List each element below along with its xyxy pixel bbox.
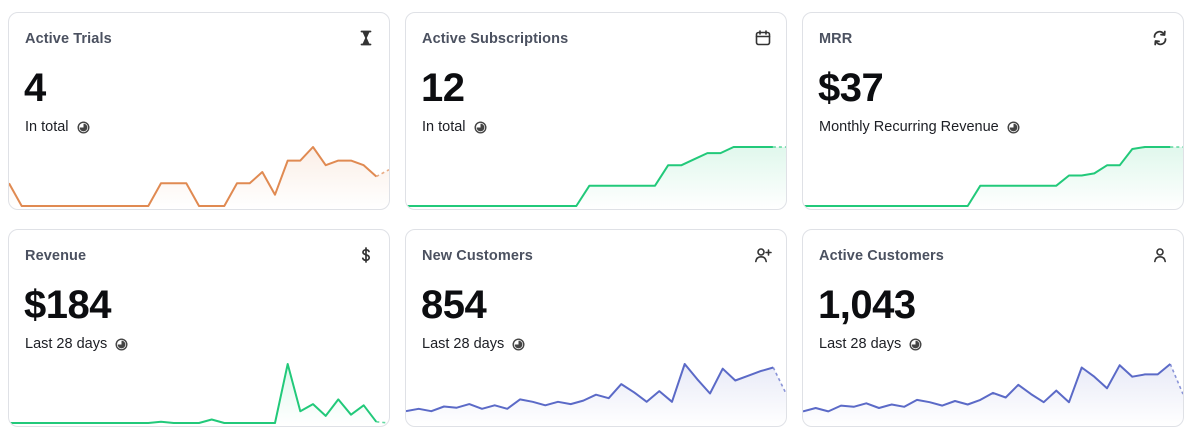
info-icon[interactable]	[115, 337, 128, 351]
card-value: $37	[818, 66, 884, 110]
refresh-icon	[1151, 29, 1169, 47]
card-subtitle: Monthly Recurring Revenue	[819, 119, 1020, 135]
card-subtitle: Last 28 days	[25, 336, 128, 352]
sparkline-area	[9, 364, 389, 426]
card-subtitle: Last 28 days	[819, 336, 922, 352]
hourglass-icon	[357, 29, 375, 47]
sparkline-projection	[376, 421, 389, 424]
info-icon[interactable]	[474, 120, 487, 134]
card-active-trials[interactable]: Active Trials 4 In total	[8, 12, 390, 210]
card-value: 4	[24, 66, 46, 110]
card-title: Active Customers	[819, 248, 944, 264]
card-subtitle: In total	[422, 119, 487, 135]
calendar-icon	[754, 29, 772, 47]
card-subtitle-text: In total	[422, 119, 466, 135]
card-mrr[interactable]: MRR $37 Monthly Recurring Revenue	[802, 12, 1184, 210]
card-title: New Customers	[422, 248, 533, 264]
sparkline-area	[803, 147, 1183, 209]
sparkline-area	[9, 147, 389, 209]
sparkline	[803, 139, 1183, 209]
sparkline	[803, 356, 1183, 426]
add-user-icon	[754, 246, 772, 264]
sparkline	[9, 139, 389, 209]
sparkline	[9, 356, 389, 426]
card-value: 12	[421, 66, 465, 110]
info-icon[interactable]	[1007, 120, 1020, 134]
card-value: 854	[421, 283, 487, 327]
sparkline-line	[406, 146, 773, 207]
card-title: Revenue	[25, 248, 87, 264]
card-new-customers[interactable]: New Customers 854 Last 28 days	[405, 229, 787, 427]
info-icon[interactable]	[512, 337, 525, 351]
sparkline-line	[406, 363, 774, 413]
sparkline-projection	[772, 367, 786, 394]
card-subtitle-text: Last 28 days	[819, 336, 902, 352]
sparkline-area	[803, 364, 1183, 426]
sparkline-line	[803, 146, 1171, 207]
card-revenue[interactable]: Revenue $184 Last 28 days	[8, 229, 390, 427]
user-icon	[1151, 246, 1169, 264]
sparkline-line	[9, 146, 377, 207]
card-title: MRR	[819, 31, 853, 47]
card-subtitle-text: Last 28 days	[422, 336, 505, 352]
sparkline	[406, 139, 786, 209]
card-active-subscriptions[interactable]: Active Subscriptions 12 In total	[405, 12, 787, 210]
sparkline-line	[803, 363, 1171, 413]
sparkline-line	[9, 363, 378, 424]
info-icon[interactable]	[909, 337, 922, 351]
card-value: 1,043	[818, 283, 916, 327]
dollar-icon	[357, 246, 375, 264]
card-title: Active Subscriptions	[422, 31, 569, 47]
sparkline-projection	[375, 168, 389, 178]
card-active-customers[interactable]: Active Customers 1,043 Last 28 days	[802, 229, 1184, 427]
card-subtitle-text: Last 28 days	[25, 336, 108, 352]
card-title: Active Trials	[25, 31, 112, 47]
sparkline	[406, 356, 786, 426]
sparkline-area	[406, 147, 786, 209]
card-subtitle-text: Monthly Recurring Revenue	[819, 119, 999, 135]
card-subtitle: Last 28 days	[422, 336, 525, 352]
card-value: $184	[24, 283, 111, 327]
card-subtitle-text: In total	[25, 119, 69, 135]
card-subtitle: In total	[25, 119, 90, 135]
info-icon[interactable]	[77, 120, 90, 134]
